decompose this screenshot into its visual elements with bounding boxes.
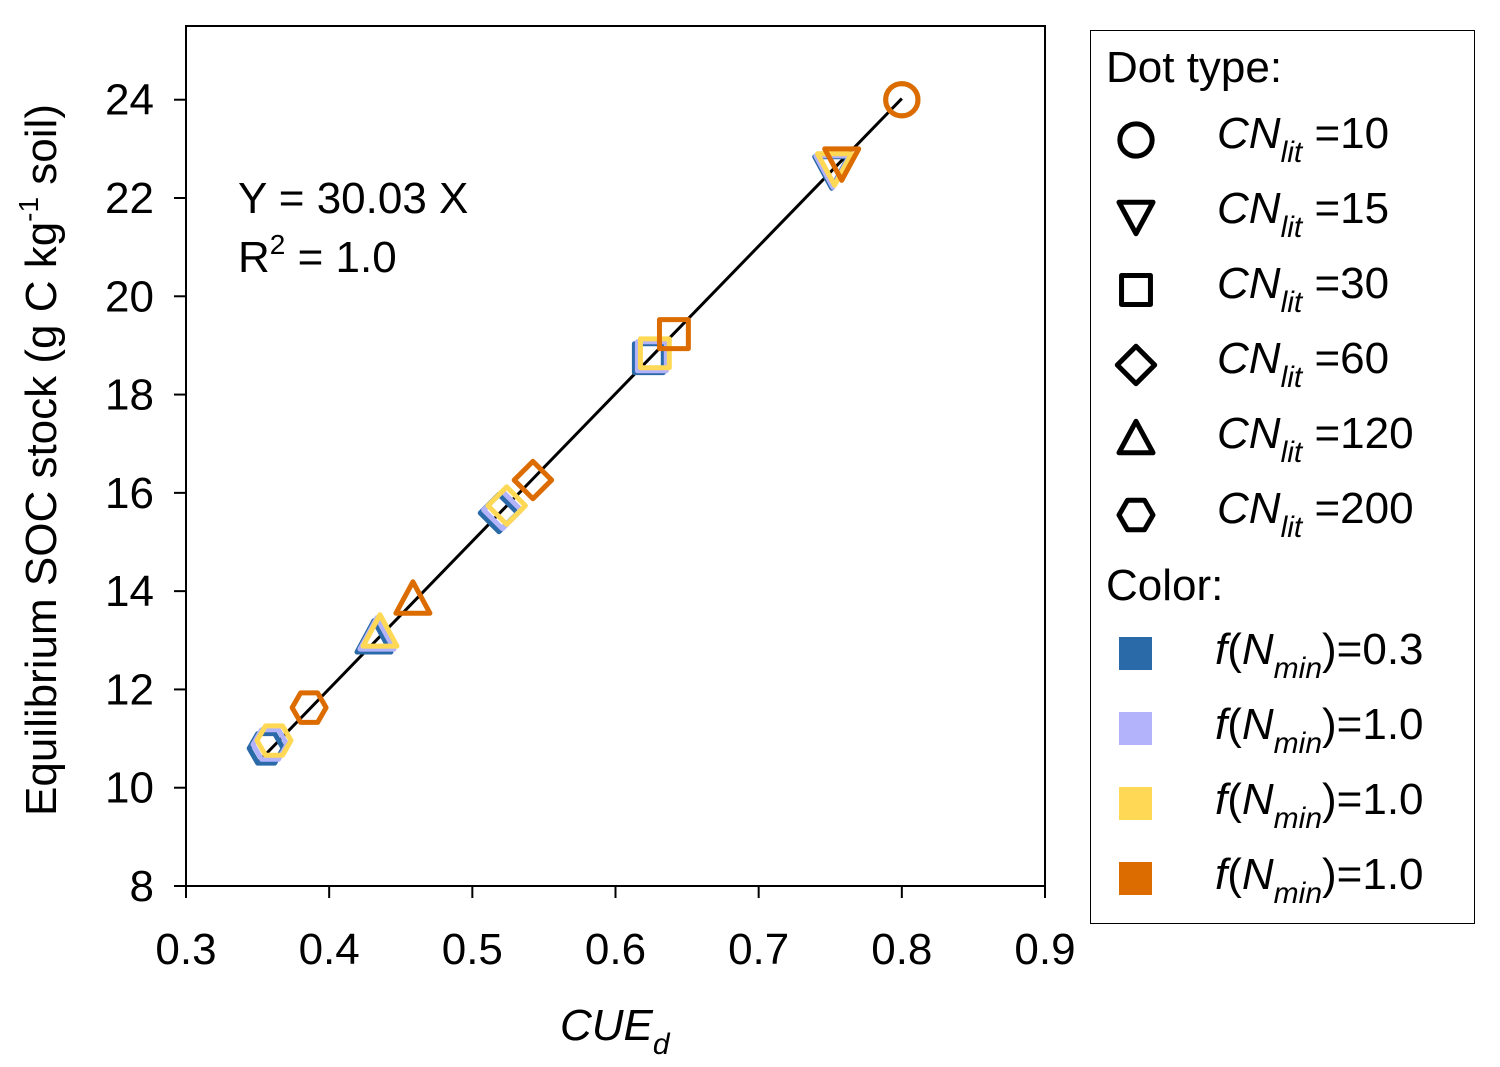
data-point-square	[656, 317, 691, 352]
x-tick-label: 0.7	[728, 925, 789, 974]
x-tick-label: 0.8	[871, 925, 932, 974]
y-tick-label: 14	[105, 567, 154, 616]
triangle-down-icon	[1116, 199, 1156, 237]
triangle-up-icon	[1116, 418, 1156, 456]
legend-color-item: f(Nmin)=1.0	[1091, 850, 1474, 910]
legend-label: f(Nmin)=1.0	[1215, 775, 1424, 835]
y-tick-label: 20	[105, 272, 154, 321]
r2-annotation: R2 = 1.0	[238, 229, 397, 282]
data-point-diamond	[485, 484, 528, 527]
y-tick-label: 22	[105, 174, 154, 223]
x-tick-label: 0.4	[299, 925, 360, 974]
legend-item-diamond: CNlit =60	[1091, 334, 1474, 394]
data-point-triangle-up	[360, 612, 400, 649]
hexagon-icon	[1116, 497, 1156, 533]
legend: Dot type: CNlit =10 CNlit =15 CNlit =30 CNl…	[1090, 30, 1475, 924]
legend-color-item: f(Nmin)=1.0	[1091, 700, 1474, 760]
legend-label: CNlit =120	[1217, 409, 1414, 469]
y-axis-label: Equilibrium SOC stock (g C kg-1 soil)	[13, 104, 66, 816]
legend-marker	[1116, 497, 1156, 533]
x-tick-label: 0.6	[585, 925, 646, 974]
legend-label: f(Nmin)=1.0	[1215, 850, 1424, 910]
square-icon	[1119, 273, 1153, 307]
legend-color-item: f(Nmin)=0.3	[1091, 625, 1474, 685]
x-axis-label: CUEd	[560, 1001, 671, 1061]
legend-label: f(Nmin)=1.0	[1215, 700, 1424, 760]
circle-icon	[1117, 121, 1155, 159]
legend-color-item: f(Nmin)=1.0	[1091, 775, 1474, 835]
legend-label: CNlit =10	[1217, 109, 1390, 169]
data-point-triangle-up	[393, 579, 433, 616]
legend-label: CNlit =200	[1217, 484, 1414, 544]
legend-marker	[1117, 121, 1155, 159]
y-tick-label: 18	[105, 371, 154, 420]
color-swatch	[1119, 712, 1152, 745]
data-point-circle	[883, 81, 921, 119]
legend-marker	[1116, 199, 1156, 237]
data-point-diamond	[511, 458, 555, 502]
legend-marker	[1119, 273, 1153, 307]
y-tick-label: 16	[105, 469, 154, 518]
x-tick-label: 0.5	[442, 925, 503, 974]
legend-item-triangle-down: CNlit =15	[1091, 184, 1474, 244]
y-tick-label: 8	[130, 862, 154, 911]
color-swatch	[1119, 787, 1152, 820]
data-point-triangle-down	[822, 146, 862, 183]
legend-label: f(Nmin)=0.3	[1215, 625, 1424, 685]
legend-marker	[1114, 343, 1158, 387]
legend-marker	[1116, 418, 1156, 456]
x-tick-label: 0.9	[1014, 925, 1075, 974]
legend-item-circle: CNlit =10	[1091, 109, 1474, 169]
color-swatch	[1119, 637, 1152, 670]
equation-annotation: Y = 30.03 X	[238, 174, 468, 223]
legend-item-triangle-up: CNlit =120	[1091, 409, 1474, 469]
y-tick-label: 10	[105, 764, 154, 813]
legend-dot-title: Dot type:	[1106, 43, 1283, 92]
legend-item-square: CNlit =30	[1091, 259, 1474, 319]
data-point-square	[637, 336, 672, 371]
data-point-hexagon	[289, 690, 329, 725]
legend-item-hexagon: CNlit =200	[1091, 484, 1474, 544]
legend-label: CNlit =30	[1217, 259, 1390, 319]
data-point-square	[634, 339, 669, 374]
plot-frame	[185, 25, 1046, 887]
data-point-hexagon	[254, 723, 294, 758]
diamond-icon	[1114, 343, 1158, 387]
data-point-triangle-down	[815, 151, 855, 188]
x-tick-label: 0.3	[155, 925, 216, 974]
legend-label: CNlit =60	[1217, 334, 1390, 394]
y-tick-label: 24	[105, 76, 154, 125]
legend-color-title: Color:	[1106, 561, 1224, 610]
legend-label: CNlit =15	[1217, 184, 1390, 244]
color-swatch	[1119, 862, 1152, 895]
y-tick-label: 12	[105, 665, 154, 714]
